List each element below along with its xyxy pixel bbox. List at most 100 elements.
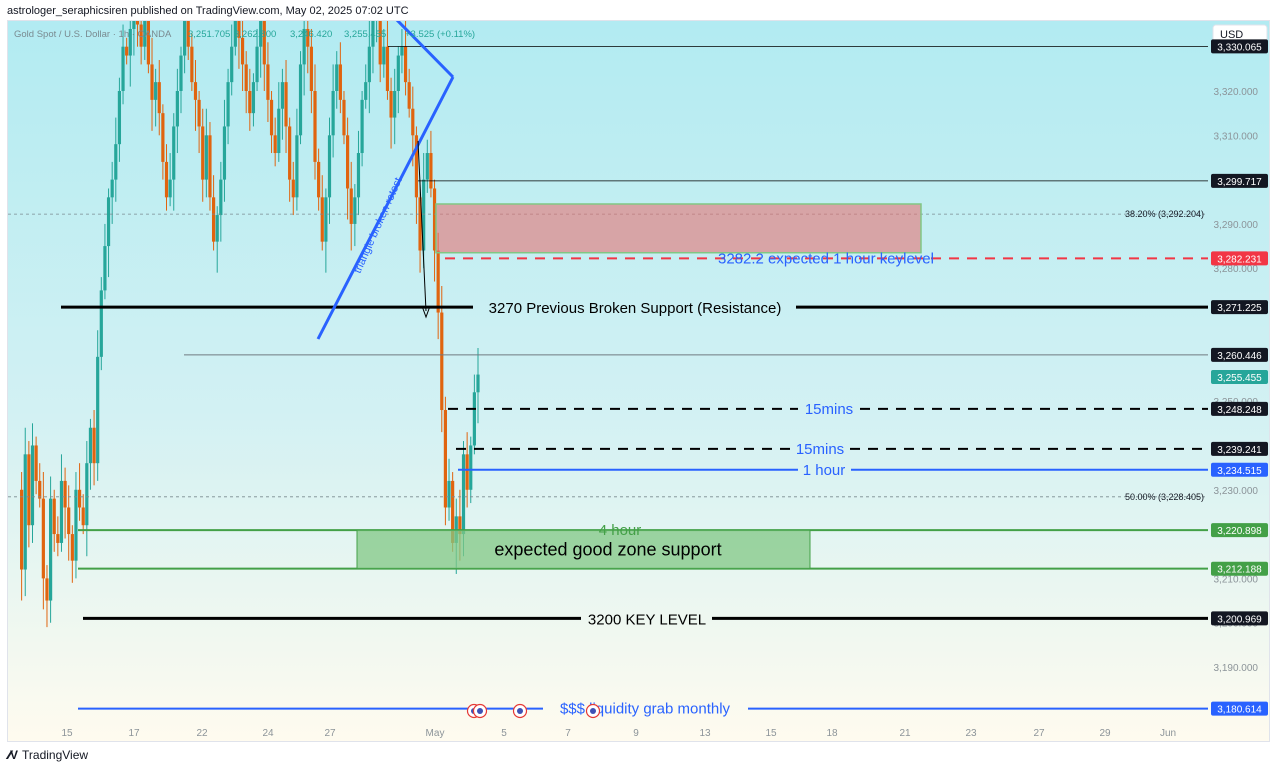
candle-body: [226, 82, 230, 127]
price-tag: [1211, 251, 1268, 266]
candle-body: [411, 108, 415, 136]
candle-body: [291, 179, 295, 198]
candle-body: [269, 99, 274, 136]
price-tag-label: 3,271.225: [1217, 303, 1262, 314]
candle-body: [85, 463, 89, 526]
candle-body: [382, 46, 386, 65]
candle-body: [407, 82, 411, 109]
candle-body: [418, 197, 422, 251]
candle-body: [190, 46, 194, 83]
symbol-low: 3,246.420: [290, 29, 332, 40]
candle-body: [277, 108, 281, 154]
candle-body: [364, 82, 368, 100]
x-tick-label: 27: [324, 728, 336, 739]
x-tick-label: 17: [128, 728, 140, 739]
price-tag-label: 3,260.446: [1217, 351, 1262, 362]
candle-body: [193, 82, 198, 100]
candle-body: [110, 179, 114, 198]
price-tag: [1211, 611, 1268, 626]
candle-body: [27, 454, 31, 526]
y-tick-label: 3,290.000: [1214, 220, 1259, 231]
price-tag-label: 3,220.898: [1217, 526, 1262, 537]
price-tag: [1211, 300, 1268, 315]
candle-body: [302, 28, 306, 65]
candle-body: [197, 99, 201, 127]
candle-body: [41, 498, 45, 579]
candle-body: [443, 410, 448, 508]
price-tag-label: 3,212.188: [1217, 565, 1262, 576]
candle-body: [20, 489, 24, 570]
candle-body: [465, 454, 469, 490]
price-chart[interactable]: 38.20% (3,292.204) 50.00% (3,228.405) 4 ho…: [8, 21, 1270, 742]
candle-body: [349, 188, 353, 224]
tradingview-logo-icon: ⁄⁄V: [8, 748, 18, 762]
price-tag: [1211, 462, 1268, 477]
candle-body: [30, 445, 35, 526]
candle-body: [135, 21, 140, 25]
x-tick-label: 29: [1099, 728, 1111, 739]
candle-body: [248, 91, 252, 114]
x-tick-label: 18: [826, 728, 838, 739]
x-tick-label: 22: [196, 728, 208, 739]
resistance-zone: [435, 203, 922, 254]
price-tag-label: 3,282.231: [1217, 254, 1262, 265]
candle-body: [52, 498, 56, 535]
candle-body: [400, 46, 404, 56]
x-tick-label: 15: [61, 728, 73, 739]
candle-body: [429, 153, 433, 189]
candle-body: [143, 21, 147, 47]
candle-body: [168, 179, 172, 198]
candle-body: [56, 534, 60, 543]
support-zone: [356, 529, 811, 570]
candle-body: [215, 215, 219, 242]
candle-body: [92, 427, 96, 464]
candle-body: [219, 179, 223, 216]
candle-body: [139, 24, 143, 47]
candle-body: [67, 507, 71, 535]
candle-body: [288, 126, 292, 180]
candle-body: [259, 21, 263, 47]
label-4-hour: 4 hour: [599, 522, 642, 539]
price-tag: [1211, 173, 1268, 188]
candle-body: [469, 445, 473, 490]
candle-body: [125, 46, 129, 56]
candle-body: [59, 480, 64, 543]
candle-body: [396, 55, 400, 91]
candle-body: [45, 578, 49, 601]
candle-body: [230, 46, 234, 83]
candle-body: [378, 21, 382, 65]
label-liquidity: $$$ liquidity grab monthly: [560, 701, 731, 718]
symbol-close: 3,255.455: [344, 29, 386, 40]
price-tag-label: 3,255.455: [1217, 373, 1262, 384]
candle-body: [389, 91, 393, 118]
candle-body: [371, 21, 375, 47]
candle-body: [157, 82, 161, 114]
candle-body: [88, 427, 93, 464]
candle-body: [273, 135, 277, 154]
candle-body: [306, 28, 310, 47]
x-tick-label: 15: [765, 728, 777, 739]
price-tag-label: 3,248.248: [1217, 405, 1262, 416]
candle-body: [208, 135, 212, 198]
x-tick-label: 5: [501, 728, 507, 739]
currency-label: USD: [1220, 29, 1243, 41]
price-tag-label: 3,200.969: [1217, 614, 1262, 625]
chart-frame[interactable]: 38.20% (3,292.204) 50.00% (3,228.405) 4 ho…: [7, 20, 1270, 742]
candle-body: [331, 91, 335, 136]
triangle-lower-line: [316, 76, 455, 340]
candle-body: [161, 113, 165, 162]
candle-body: [360, 99, 364, 154]
candle-body: [77, 489, 82, 508]
candle-body: [284, 82, 288, 127]
label-1h-keylevel: 3282.2 expected 1 hour keylevel: [718, 250, 934, 267]
price-tag-label: 3,239.241: [1217, 445, 1262, 456]
x-tick-label: 24: [262, 728, 274, 739]
candle-body: [164, 161, 169, 198]
candle-body: [440, 312, 444, 411]
price-tag-label: 3,180.614: [1217, 705, 1262, 716]
chart-background: [8, 21, 1269, 741]
x-tick-label: 7: [565, 728, 571, 739]
candle-body: [342, 99, 346, 136]
price-tag: [1211, 369, 1268, 384]
y-tick-label: 3,320.000: [1214, 87, 1259, 98]
